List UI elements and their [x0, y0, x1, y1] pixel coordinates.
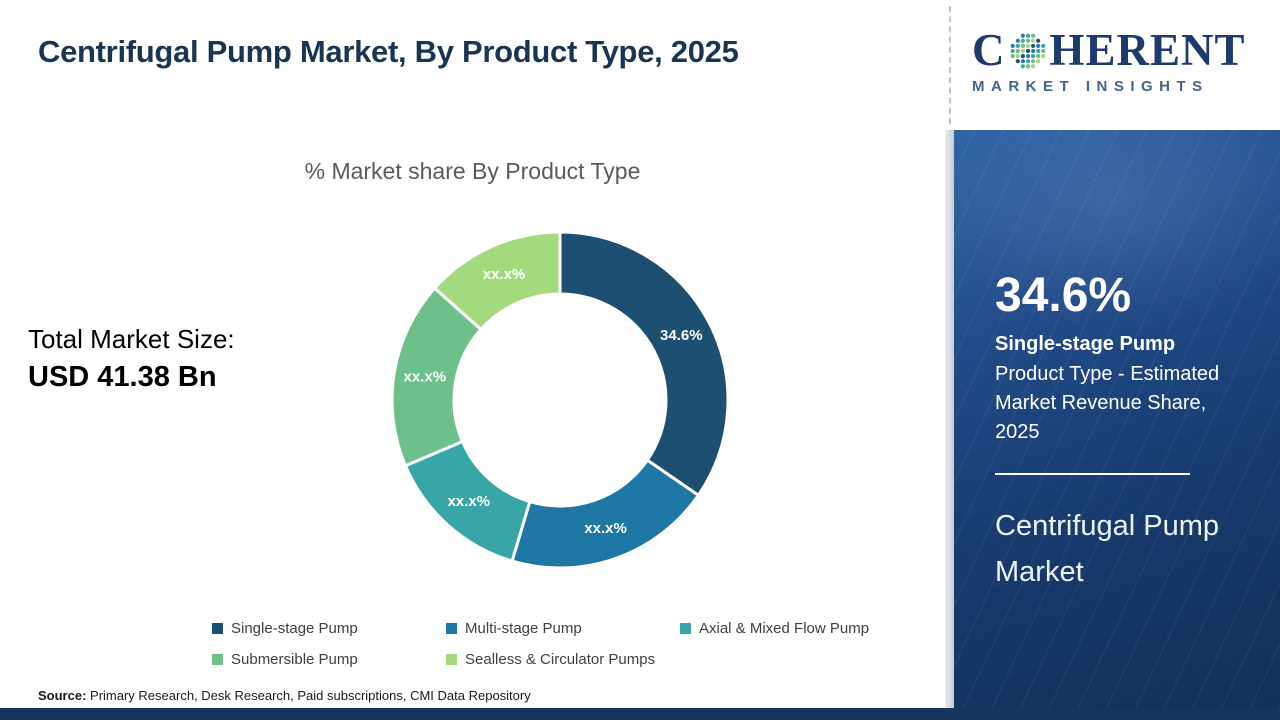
legend-item: Multi-stage Pump — [446, 620, 680, 637]
donut-segment-label: xx.x% — [483, 266, 526, 283]
logo-subtitle: MARKET INSIGHTS — [972, 78, 1209, 95]
donut-segment-1 — [558, 230, 730, 498]
legend-row-2: Submersible Pump Sealless & Circulator Pu… — [212, 644, 942, 675]
chart-legend: Single-stage Pump Multi-stage Pump Axial &… — [212, 613, 942, 675]
chart-title: % Market share By Product Type — [304, 158, 641, 184]
sidebar-stat-description: Product Type - Estimated Market Revenue … — [995, 363, 1220, 443]
legend-item: Submersible Pump — [212, 651, 446, 668]
legend-label: Sealless & Circulator Pumps — [465, 651, 656, 668]
donut-segment-5 — [432, 230, 562, 332]
page-title: Centrifugal Pump Market, By Product Type… — [38, 34, 739, 69]
logo-letter-c: C — [972, 25, 1006, 75]
donut-chart-svg: 34.6% xx.x% xx.x% xx.x% xx.x% — [390, 230, 730, 570]
source-label: Source: — [38, 688, 87, 703]
legend-color-swatch — [446, 654, 457, 665]
sidebar-stat-name: Single-stage Pump — [995, 333, 1176, 355]
donut-segment-label: 34.6% — [660, 327, 703, 344]
legend-item: Single-stage Pump — [212, 620, 446, 637]
legend-label: Multi-stage Pump — [465, 620, 582, 637]
legend-item: Sealless & Circulator Pumps — [446, 651, 680, 668]
header-dashed-separator — [949, 6, 951, 124]
sidebar-market-name: Centrifugal Pump Market — [995, 510, 1220, 588]
sidebar-stat-value: 34.6% — [995, 269, 1132, 322]
bottom-accent-bar — [0, 708, 1280, 720]
source-line: Source: Primary Research, Desk Research,… — [38, 688, 531, 703]
legend-row-1: Single-stage Pump Multi-stage Pump Axial &… — [212, 613, 942, 644]
logo-letters-rest: HERENT — [1049, 25, 1246, 75]
total-market-label: Total Market Size: — [28, 324, 235, 354]
donut-segment-2 — [510, 458, 701, 570]
total-market-block: Total Market Size: USD 41.38 Bn — [28, 324, 235, 394]
legend-label: Single-stage Pump — [231, 620, 358, 637]
sidebar-divider — [995, 473, 1190, 475]
sidebar-content: 34.6% Single-stage Pump Product Type - E… — [945, 130, 1280, 595]
coherent-globe-icon — [1010, 33, 1045, 68]
legend-color-swatch — [680, 623, 691, 634]
donut-chart: 34.6% xx.x% xx.x% xx.x% xx.x% — [360, 200, 760, 600]
legend-label: Submersible Pump — [231, 651, 358, 668]
sidebar-panel: 34.6% Single-stage Pump Product Type - E… — [945, 130, 1280, 720]
sidebar-left-edge — [945, 130, 954, 720]
logo-wordmark: C HERENT — [972, 28, 1246, 73]
total-market-value: USD 41.38 Bn — [28, 361, 217, 393]
legend-color-swatch — [446, 623, 457, 634]
donut-segment-label: xx.x% — [404, 369, 447, 386]
legend-item: Axial & Mixed Flow Pump — [680, 620, 914, 637]
donut-segment-label: xx.x% — [447, 493, 490, 510]
source-text: Primary Research, Desk Research, Paid su… — [86, 688, 531, 703]
legend-color-swatch — [212, 623, 223, 634]
legend-label: Axial & Mixed Flow Pump — [699, 620, 870, 637]
legend-color-swatch — [212, 654, 223, 665]
donut-segment-label: xx.x% — [584, 520, 627, 537]
coherent-logo: C HERENT MARKET INSIGHTS — [972, 28, 1246, 96]
